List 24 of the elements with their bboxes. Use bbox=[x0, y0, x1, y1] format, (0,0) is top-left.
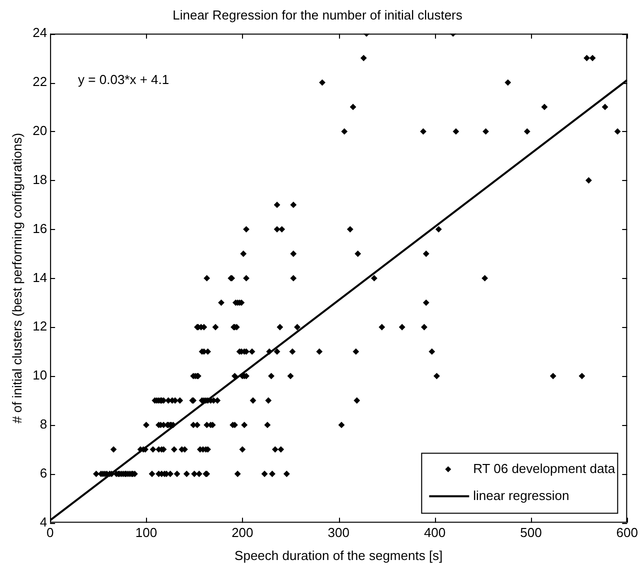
y-tick-label: 20 bbox=[32, 123, 48, 138]
y-tick-label: 10 bbox=[32, 368, 48, 383]
y-tick-label: 12 bbox=[32, 318, 48, 334]
y-axis-title: # of initial clusters (best performing configurations) bbox=[9, 132, 24, 424]
y-tick-label: 6 bbox=[40, 465, 48, 480]
y-tick-label: 8 bbox=[40, 416, 48, 432]
y-tick-label: 4 bbox=[40, 514, 48, 530]
y-tick-label: 14 bbox=[32, 270, 48, 285]
x-tick-label: 300 bbox=[328, 525, 350, 540]
y-tick-label: 24 bbox=[32, 25, 48, 40]
x-axis-title: Speech duration of the segments [s] bbox=[234, 548, 443, 563]
y-tick-label: 16 bbox=[32, 220, 48, 236]
annotation: y = 0.03*x + 4.1 bbox=[78, 72, 170, 88]
legend-label: RT 06 development data bbox=[473, 460, 616, 476]
x-tick-label: 600 bbox=[616, 525, 638, 540]
y-tick-label: 18 bbox=[32, 172, 48, 187]
y-tick-label: 22 bbox=[32, 74, 48, 90]
x-tick-label: 100 bbox=[135, 525, 158, 540]
x-tick-label: 0 bbox=[46, 525, 54, 540]
legend-label: linear regression bbox=[473, 488, 570, 503]
chart-title: Linear Regression for the number of initial clusters bbox=[172, 7, 463, 22]
x-tick-label: 200 bbox=[232, 525, 254, 540]
x-tick-label: 400 bbox=[424, 525, 446, 540]
x-tick-label: 500 bbox=[520, 525, 542, 540]
